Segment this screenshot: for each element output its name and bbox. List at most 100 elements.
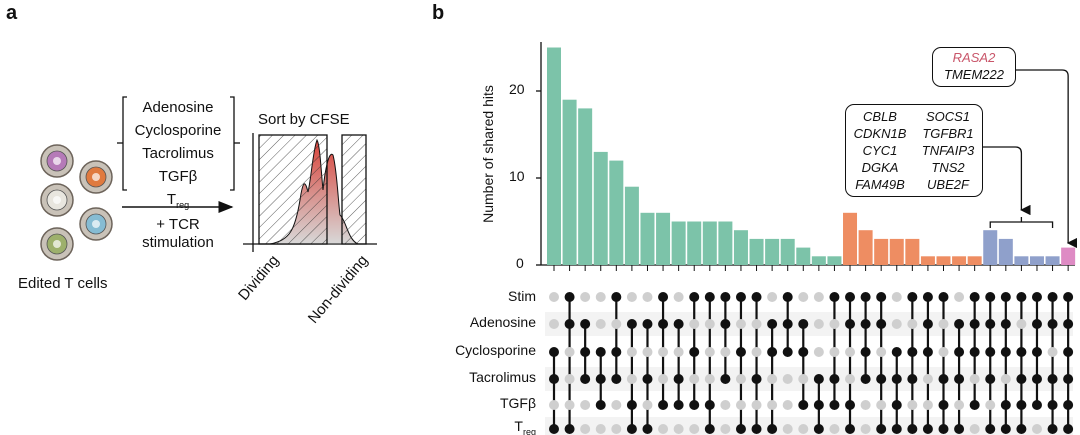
panel-label-a: a	[6, 2, 18, 24]
matrix-dot-filled	[938, 424, 949, 434]
six-way-arrow	[1014, 69, 1078, 249]
matrix-dot-filled	[1000, 292, 1011, 302]
gene: FAM49B	[855, 177, 905, 192]
y-axis-label: Number of shared hits	[480, 85, 496, 223]
matrix-dot-empty	[922, 374, 933, 384]
matrix-dot-filled	[938, 400, 949, 410]
matrix-dot-filled	[1000, 424, 1011, 434]
matrix-dot-filled	[626, 400, 637, 410]
matrix-dot-filled	[1000, 319, 1011, 329]
matrix-dot-empty	[704, 374, 715, 384]
gene: TMEM222	[944, 67, 1004, 82]
matrix-dot-empty	[954, 292, 965, 302]
intersection-bar	[796, 247, 811, 265]
matrix-dot-empty	[907, 400, 918, 410]
matrix-dot-empty	[704, 319, 715, 329]
gene: CYC1	[862, 143, 898, 158]
tcr-label: + TCR	[156, 216, 200, 233]
matrix-dot-empty	[829, 347, 840, 357]
t-cell-highlight	[53, 157, 61, 165]
matrix-dot-filled	[642, 319, 653, 329]
treg-sub: reg	[522, 426, 536, 435]
matrix-dot-empty	[595, 292, 606, 302]
matrix-dot-empty	[767, 400, 778, 410]
matrix-dot-empty	[876, 400, 887, 410]
condition: Tacrolimus	[142, 145, 214, 162]
five-way-arrow	[981, 146, 1031, 216]
intersection-bar	[827, 256, 842, 265]
matrix-dot-filled	[1031, 292, 1042, 302]
matrix-dot-empty	[782, 424, 793, 434]
set-label-tgfb: TGFβ	[499, 395, 536, 411]
edited-t-cells-icon	[40, 144, 113, 261]
matrix-dot-filled	[876, 319, 887, 329]
matrix-dot-filled	[704, 292, 715, 302]
matrix-dot-filled	[1031, 319, 1042, 329]
condition-list: Adenosine Cyclosporine Tacrolimus TGFβ T…	[128, 96, 228, 217]
matrix-dot-empty	[673, 292, 684, 302]
cells-label: Edited T cells	[18, 275, 108, 292]
matrix-dot-filled	[1063, 347, 1074, 357]
gene: UBE2F	[927, 177, 969, 192]
matrix-dot-filled	[658, 400, 669, 410]
matrix-dot-empty	[580, 424, 591, 434]
matrix-dot-filled	[969, 292, 980, 302]
gene: TGFBR1	[922, 126, 974, 141]
intersection-bar	[780, 238, 795, 265]
matrix-dot-empty	[938, 319, 949, 329]
matrix-dot-empty	[626, 347, 637, 357]
gene-rasa2: RASA2	[952, 50, 996, 65]
matrix-dot-filled	[798, 347, 809, 357]
matrix-dot-empty	[798, 292, 809, 302]
set-label-adenosine: Adenosine	[469, 314, 536, 330]
matrix-dot-filled	[1031, 347, 1042, 357]
matrix-dot-filled	[845, 319, 856, 329]
matrix-dot-empty	[1047, 347, 1058, 357]
matrix-dot-filled	[689, 400, 700, 410]
matrix-dot-empty	[564, 400, 575, 410]
intersection-bar	[749, 238, 764, 265]
matrix-dot-empty	[626, 292, 637, 302]
matrix-dot-empty	[611, 400, 622, 410]
gene: SOCS1	[925, 109, 971, 124]
matrix-dot-filled	[985, 319, 996, 329]
tcr-stimulation-label: + TCR stimulation	[128, 216, 228, 252]
matrix-dot-filled	[1063, 374, 1074, 384]
matrix-dot-filled	[1016, 400, 1027, 410]
intersection-bar	[733, 230, 748, 265]
matrix-dot-empty	[658, 347, 669, 357]
matrix-dot-filled	[1063, 319, 1074, 329]
matrix-dot-filled	[720, 374, 731, 384]
matrix-dot-empty	[642, 400, 653, 410]
intersection-bar	[874, 238, 889, 265]
matrix-dot-filled	[1000, 347, 1011, 357]
y-tick-label: 10	[509, 168, 525, 184]
matrix-dot-empty	[611, 424, 622, 434]
matrix-dot-filled	[580, 374, 591, 384]
matrix-dot-empty	[860, 424, 871, 434]
matrix-dot-filled	[782, 319, 793, 329]
matrix-dot-filled	[907, 424, 918, 434]
six-way-gene-box: RASA2 TMEM222	[932, 47, 1016, 87]
matrix-dot-filled	[860, 374, 871, 384]
matrix-dot-empty	[720, 400, 731, 410]
matrix-dot-filled	[876, 374, 887, 384]
matrix-dot-filled	[876, 292, 887, 302]
intersection-bar	[624, 186, 639, 265]
matrix-dot-filled	[658, 292, 669, 302]
stimulation-label: stimulation	[142, 234, 214, 251]
matrix-dot-empty	[813, 347, 824, 357]
matrix-dot-empty	[1000, 374, 1011, 384]
panel-label-b: b	[432, 2, 445, 24]
matrix-dot-filled	[735, 292, 746, 302]
matrix-dot-filled	[922, 292, 933, 302]
t-cell-highlight	[92, 173, 100, 181]
gene: TNS2	[931, 160, 965, 175]
intersection-bar	[547, 47, 561, 265]
matrix-dot-empty	[611, 319, 622, 329]
matrix-dot-filled	[782, 292, 793, 302]
matrix-dot-empty	[564, 374, 575, 384]
matrix-dot-filled	[689, 347, 700, 357]
matrix-dot-filled	[704, 400, 715, 410]
matrix-dot-filled	[845, 292, 856, 302]
